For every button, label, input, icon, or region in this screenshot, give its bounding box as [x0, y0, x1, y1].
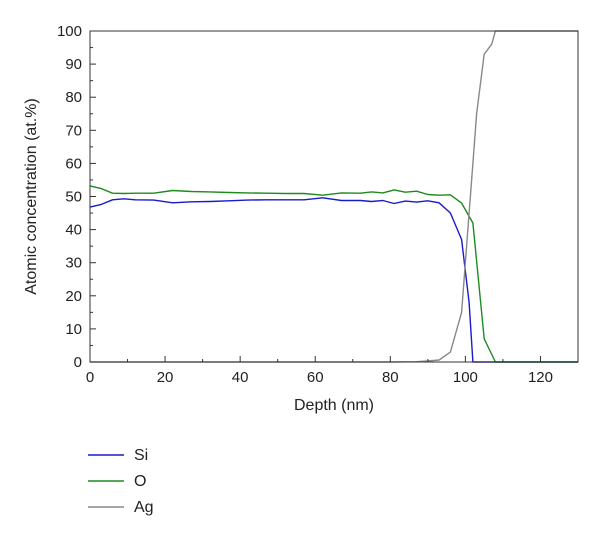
x-tick-label: 60 [307, 369, 324, 386]
legend-label-ag: Ag [134, 499, 154, 516]
x-tick-label: 100 [453, 369, 478, 386]
legend-label-si: Si [134, 447, 148, 464]
y-tick-label: 80 [65, 89, 82, 106]
series-line-o [89, 185, 578, 363]
x-tick-label: 20 [157, 369, 174, 386]
x-axis-title: Depth (nm) [294, 397, 374, 414]
legend: Si O Ag [88, 447, 154, 516]
x-tick-label: 120 [528, 369, 553, 386]
y-tick-label: 10 [65, 321, 82, 338]
series-line-ag [90, 30, 578, 363]
legend-label-o: O [134, 473, 146, 490]
x-tick-label: 0 [86, 369, 94, 386]
y-tick-label: 40 [65, 222, 82, 239]
y-tick-label: 60 [65, 155, 82, 172]
y-tick-label: 100 [57, 23, 82, 40]
y-tick-label: 30 [65, 255, 82, 272]
plot-series [89, 30, 578, 363]
x-tick-label: 40 [232, 369, 249, 386]
plot-frame [89, 30, 579, 363]
series-line-si [89, 197, 578, 363]
y-tick-label: 70 [65, 122, 82, 139]
y-axis: 0 10 20 30 40 50 60 70 80 90 100 [57, 23, 96, 371]
x-tick-label: 80 [382, 369, 399, 386]
y-tick-label: 20 [65, 288, 82, 305]
y-axis-title: Atomic concentration (at.%) [23, 98, 40, 295]
y-tick-label: 0 [74, 354, 82, 371]
y-tick-label: 50 [65, 189, 82, 206]
x-axis: 0 20 40 60 80 100 120 [86, 356, 579, 386]
y-tick-label: 90 [65, 56, 82, 73]
